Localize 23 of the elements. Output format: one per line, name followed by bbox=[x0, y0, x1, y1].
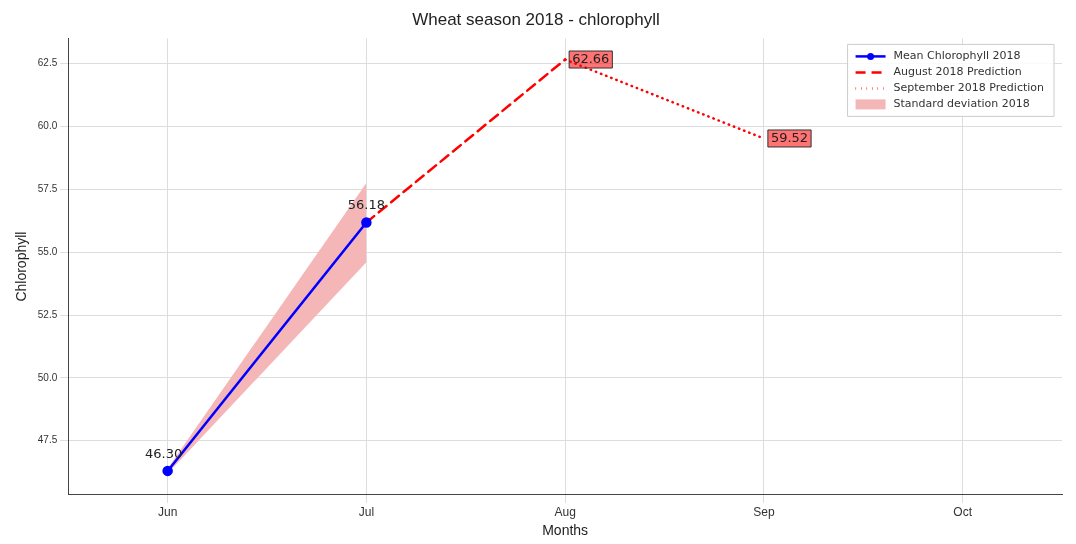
y-tick-label: 47.5 bbox=[37, 434, 58, 446]
data-label: 59.52 bbox=[770, 129, 809, 145]
y-tick-label: 62.5 bbox=[37, 57, 58, 69]
chart-title: Wheat season 2018 - chlorophyll bbox=[412, 9, 660, 29]
x-tick-label: Jun bbox=[157, 505, 178, 520]
x-tick-label: Oct bbox=[953, 505, 973, 520]
y-tick-label: 55.0 bbox=[37, 245, 58, 257]
x-tick-label: Aug bbox=[554, 505, 576, 520]
y-axis-title: Chlorophyll bbox=[13, 231, 30, 302]
data-label: 46.30 bbox=[145, 445, 183, 461]
y-tick-label: 52.5 bbox=[37, 308, 58, 320]
y-tick-label: 50.0 bbox=[37, 371, 58, 383]
legend-label: September 2018 Prediction bbox=[893, 81, 1045, 95]
data-label: 62.66 bbox=[572, 50, 610, 66]
legend-label: Mean Chlorophyll 2018 bbox=[893, 49, 1021, 63]
x-axis-title: Months bbox=[542, 522, 589, 539]
legend-label: August 2018 Prediction bbox=[893, 65, 1022, 79]
y-tick-label: 60.0 bbox=[37, 120, 58, 132]
x-tick-label: Sep bbox=[753, 505, 775, 520]
x-tick-label: Jul bbox=[358, 505, 375, 520]
data-label: 56.18 bbox=[347, 197, 385, 213]
legend-label: Standard deviation 2018 bbox=[893, 97, 1030, 111]
y-tick-label: 57.5 bbox=[37, 183, 58, 195]
